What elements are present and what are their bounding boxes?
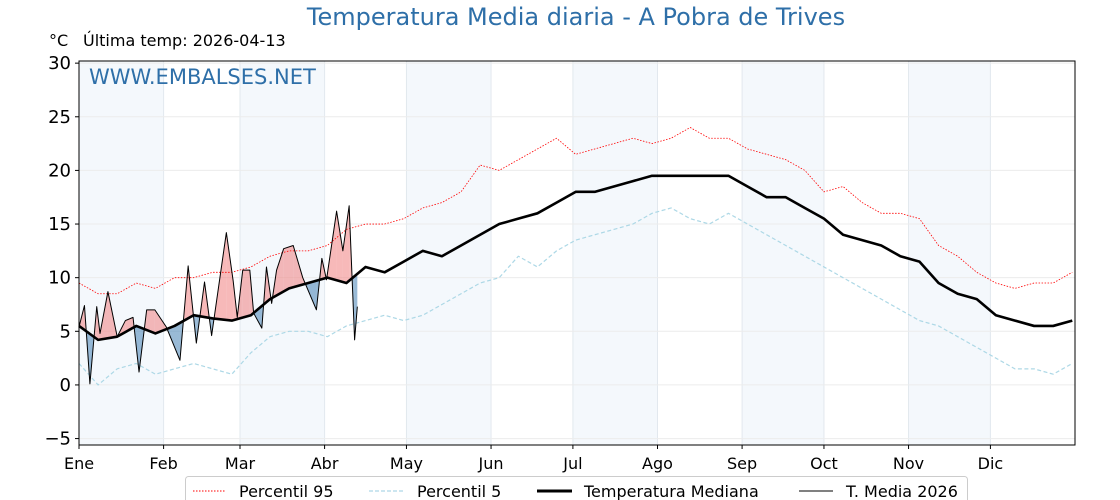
x-tick-label: Sep [727, 454, 757, 473]
legend-p5-label: Percentil 5 [417, 482, 501, 500]
series-lines [78, 127, 1073, 386]
y-tick-label: 15 [48, 214, 71, 235]
y-tick-label: −5 [44, 429, 71, 450]
x-tick-label: Jul [562, 454, 582, 473]
above-median-fill [154, 309, 167, 334]
y-tick-label: 25 [48, 107, 71, 128]
above-median-fill [336, 211, 343, 283]
x-tick-label: May [390, 454, 423, 473]
chart-title: Temperatura Media diaria - A Pobra de Tr… [306, 3, 845, 31]
above-median-fill [226, 232, 234, 321]
y-tick-label: 5 [60, 321, 71, 342]
month-band [908, 61, 991, 445]
legend: Percentil 95 Percentil 5 Temperatura Med… [185, 476, 968, 500]
last-temp-label: Última temp: 2026-04-13 [83, 31, 286, 50]
x-tick-label: Ene [64, 454, 94, 473]
x-tick-label: Feb [149, 454, 177, 473]
y-tick-label: 20 [48, 160, 71, 181]
above-median-fill [342, 205, 350, 283]
below-median-fill [308, 280, 317, 310]
x-tick-label: Jun [478, 454, 504, 473]
plot-frame [78, 60, 1076, 446]
median-line [78, 174, 1073, 342]
month-band [742, 61, 824, 445]
current-year-line [78, 205, 358, 385]
y-tick-label: 10 [48, 268, 71, 289]
month-band [79, 61, 164, 445]
legend-p95-label: Percentil 95 [239, 482, 334, 500]
x-axis: Ene Feb Mar Abr May Jun Jul Ago Sep Oct Nov Dic [64, 445, 1003, 473]
legend-2026-label: T. Media 2026 [845, 482, 958, 500]
month-band [572, 61, 658, 445]
below-median-fill [354, 273, 358, 340]
above-median-fill [283, 245, 294, 292]
x-tick-label: Dic [978, 454, 1004, 473]
x-tick-label: Mar [225, 454, 256, 473]
above-median-fill [276, 248, 284, 296]
above-median-fill [293, 245, 303, 288]
watermark: WWW.EMBALSES.NET [89, 65, 316, 89]
x-tick-label: Ago [642, 454, 673, 473]
x-tick-label: Nov [893, 454, 924, 473]
y-axis: 30 25 20 15 10 5 0 −5 [44, 53, 79, 450]
y-tick-label: 0 [60, 375, 71, 396]
y-axis-unit: °C [49, 31, 68, 50]
legend-box [185, 476, 968, 500]
y-tick-label: 30 [48, 53, 71, 74]
legend-median-label: Temperatura Mediana [583, 482, 759, 500]
below-median-fill [167, 322, 180, 361]
x-tick-label: Abr [311, 454, 339, 473]
grid-lines [78, 61, 1075, 445]
above-median-fill [242, 270, 250, 318]
above-median-fill [146, 309, 155, 334]
month-bands [79, 61, 991, 445]
x-tick-label: Oct [810, 454, 838, 473]
